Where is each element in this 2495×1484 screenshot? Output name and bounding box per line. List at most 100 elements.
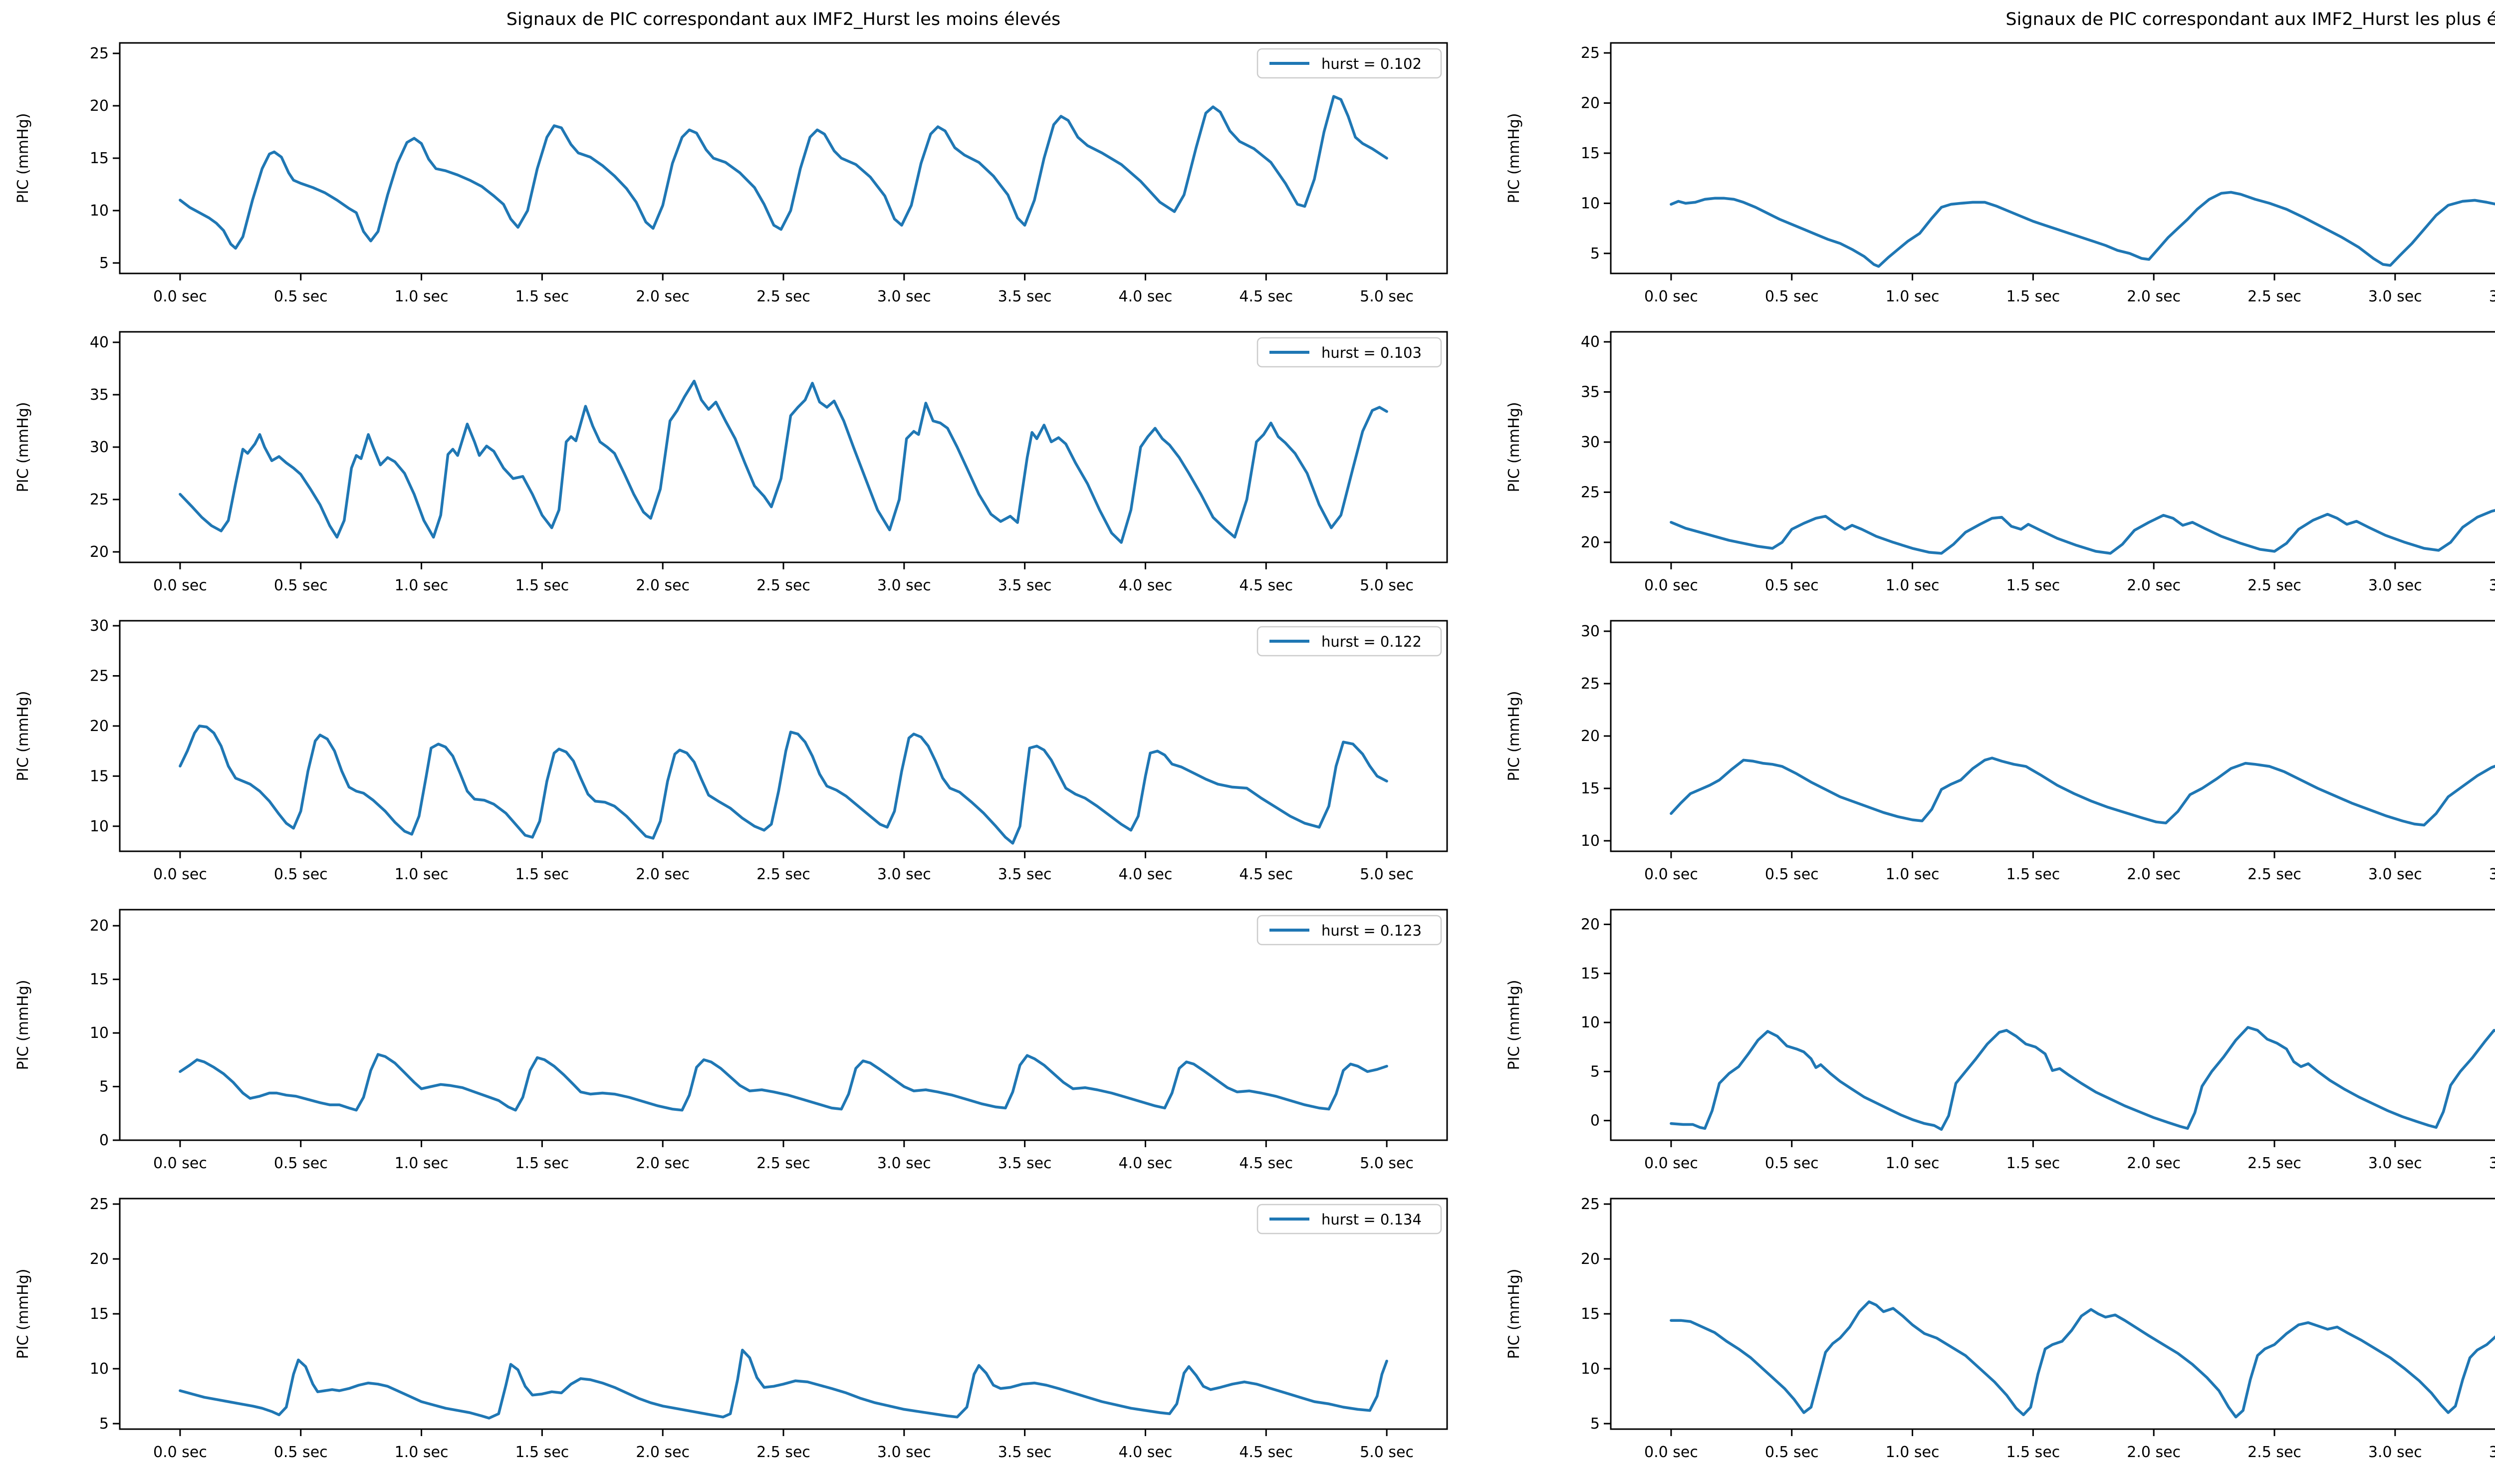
x-tick-label: 4.0 sec [1119, 866, 1173, 883]
x-axis-ticks: 0.0 sec 0.5 sec 1.0 sec 1.5 sec 2.0 sec 2.5 s… [1644, 273, 2495, 305]
subplot-right-2: 0.0 sec 0.5 sec 1.0 sec 1.5 sec 2.0 sec 2.5 s… [1491, 328, 2495, 617]
left-column-title: Signaux de PIC correspondant aux IMF2_Hu… [506, 9, 1061, 29]
y-tick-label: 20 [1581, 728, 1600, 745]
axes-frame [1610, 620, 2495, 852]
y-tick-label: 10 [90, 202, 109, 220]
x-tick-label: 1.5 sec [515, 1444, 569, 1461]
x-tick-label: 2.5 sec [2247, 866, 2301, 883]
axes-frame [1610, 42, 2495, 274]
legend: hurst = 0.102 [1256, 48, 1442, 79]
y-tick-label: 5 [1590, 245, 1600, 262]
subplot-canvas: 0.0 sec 0.5 sec 1.0 sec 1.5 sec 2.0 sec 2.5 s… [1505, 620, 2495, 883]
x-tick-label: 3.0 sec [877, 288, 931, 305]
subplot-left-2: 0.0 sec 0.5 sec 1.0 sec 1.5 sec 2.0 sec 2.5 s… [0, 328, 1491, 617]
legend-box [1256, 1204, 1442, 1235]
x-tick-label: 3.0 sec [877, 1155, 931, 1172]
subplot-canvas: 0.0 sec 0.5 sec 1.0 sec 1.5 sec 2.0 sec 2.5 s… [1505, 331, 2495, 594]
subplot-canvas: 0.0 sec 0.5 sec 1.0 sec 1.5 sec 2.0 sec 2.5 s… [14, 331, 1448, 594]
x-tick-label: 0.0 sec [1644, 1155, 1698, 1172]
x-tick-label: 3.5 sec [998, 866, 1052, 883]
y-tick-label: 15 [1581, 965, 1600, 983]
y-tick-label: 35 [90, 386, 109, 404]
x-axis-ticks: 0.0 sec 0.5 sec 1.0 sec 1.5 sec 2.0 sec 2.5 s… [153, 1140, 1414, 1172]
legend: hurst = 0.122 [1256, 626, 1442, 657]
axes-frame [119, 909, 1448, 1141]
y-tick-label: 15 [90, 767, 109, 785]
y-axis-ticks: 0 5 10 15 20 [90, 917, 120, 1149]
x-tick-label: 1.0 sec [1886, 1155, 1940, 1172]
x-tick-label: 5.0 sec [1360, 866, 1414, 883]
y-tick-label: 20 [90, 543, 109, 561]
x-tick-label: 3.5 sec [2489, 1444, 2495, 1461]
subplot-left-3: 0.0 sec 0.5 sec 1.0 sec 1.5 sec 2.0 sec 2.5 s… [0, 617, 1491, 906]
y-tick-label: 20 [1581, 534, 1600, 551]
y-tick-label: 15 [1581, 1305, 1600, 1323]
x-tick-label: 5.0 sec [1360, 288, 1414, 305]
axes-frame [1610, 909, 2495, 1141]
x-tick-label: 1.5 sec [2006, 288, 2060, 305]
x-tick-label: 3.0 sec [877, 866, 931, 883]
x-tick-label: 2.0 sec [2127, 577, 2181, 594]
y-tick-label: 0 [99, 1132, 109, 1149]
x-axis-ticks: 0.0 sec 0.5 sec 1.0 sec 1.5 sec 2.0 sec 2.5 s… [153, 562, 1414, 594]
pic-signal-trace [1670, 756, 2495, 827]
subplot-canvas: 0.0 sec 0.5 sec 1.0 sec 1.5 sec 2.0 sec 2.5 s… [14, 42, 1448, 305]
pic-signal-trace [179, 725, 1388, 845]
x-tick-label: 1.0 sec [395, 1444, 449, 1461]
x-tick-label: 4.0 sec [1119, 1444, 1173, 1461]
x-tick-label: 4.5 sec [1239, 288, 1293, 305]
subplot-left-4: 0.0 sec 0.5 sec 1.0 sec 1.5 sec 2.0 sec 2.5 s… [0, 906, 1491, 1195]
x-tick-label: 2.5 sec [756, 1444, 810, 1461]
x-tick-label: 0.0 sec [153, 1444, 207, 1461]
x-tick-label: 0.0 sec [1644, 1444, 1698, 1461]
y-tick-label: 20 [1581, 916, 1600, 933]
y-tick-label: 30 [1581, 623, 1600, 640]
x-tick-label: 4.0 sec [1119, 288, 1173, 305]
subplot-right-4: 0.0 sec 0.5 sec 1.0 sec 1.5 sec 2.0 sec 2.5 s… [1491, 906, 2495, 1195]
pic-signal-trace [179, 1053, 1388, 1112]
x-axis-ticks: 0.0 sec 0.5 sec 1.0 sec 1.5 sec 2.0 sec 2.5 s… [1644, 1140, 2495, 1172]
y-axis-label: PIC (mmHg) [14, 980, 32, 1070]
x-tick-label: 2.5 sec [756, 1155, 810, 1172]
y-tick-label: 30 [90, 439, 109, 456]
x-tick-label: 4.5 sec [1239, 866, 1293, 883]
subplot-right-1: 0.0 sec 0.5 sec 1.0 sec 1.5 sec 2.0 sec 2.5 s… [1491, 39, 2495, 328]
x-tick-label: 2.5 sec [756, 577, 810, 594]
x-tick-label: 3.5 sec [2489, 866, 2495, 883]
titles-row: Signaux de PIC correspondant aux IMF2_Hu… [0, 0, 2495, 39]
x-tick-label: 4.0 sec [1119, 577, 1173, 594]
x-tick-label: 2.0 sec [636, 866, 690, 883]
subplot-left-5: 0.0 sec 0.5 sec 1.0 sec 1.5 sec 2.0 sec 2.5 s… [0, 1195, 1491, 1484]
x-tick-label: 1.5 sec [515, 1155, 569, 1172]
y-axis-label: PIC (mmHg) [14, 691, 32, 781]
x-tick-label: 0.5 sec [274, 1444, 328, 1461]
y-axis-label: PIC (mmHg) [14, 113, 32, 204]
y-axis-label: PIC (mmHg) [1505, 1269, 1523, 1359]
legend: hurst = 0.123 [1256, 915, 1442, 946]
x-tick-label: 2.0 sec [636, 577, 690, 594]
y-tick-label: 35 [1581, 384, 1600, 401]
pic-signal-trace [179, 379, 1388, 544]
x-tick-label: 3.0 sec [877, 577, 931, 594]
x-tick-label: 1.0 sec [1886, 1444, 1940, 1461]
pic-signal-trace [1670, 1300, 2495, 1419]
subplot-canvas: 0.0 sec 0.5 sec 1.0 sec 1.5 sec 2.0 sec 2.5 s… [1505, 1196, 2495, 1461]
x-tick-label: 0.0 sec [1644, 866, 1698, 883]
y-axis-ticks: 20 25 30 35 40 [90, 334, 120, 561]
x-tick-label: 2.0 sec [2127, 1444, 2181, 1461]
y-tick-label: 25 [1581, 675, 1600, 693]
y-tick-label: 20 [90, 718, 109, 735]
y-tick-label: 10 [90, 1360, 109, 1378]
y-tick-label: 25 [90, 45, 109, 62]
x-tick-label: 2.0 sec [2127, 1155, 2181, 1172]
y-axis-label: PIC (mmHg) [1505, 980, 1523, 1070]
y-tick-label: 5 [99, 1078, 109, 1096]
x-tick-label: 0.0 sec [1644, 288, 1698, 305]
y-tick-label: 25 [1581, 44, 1600, 62]
x-tick-label: 0.5 sec [274, 288, 328, 305]
x-tick-label: 0.5 sec [274, 1155, 328, 1172]
y-tick-label: 10 [90, 818, 109, 835]
y-tick-label: 10 [90, 1024, 109, 1042]
x-tick-label: 1.0 sec [395, 866, 449, 883]
